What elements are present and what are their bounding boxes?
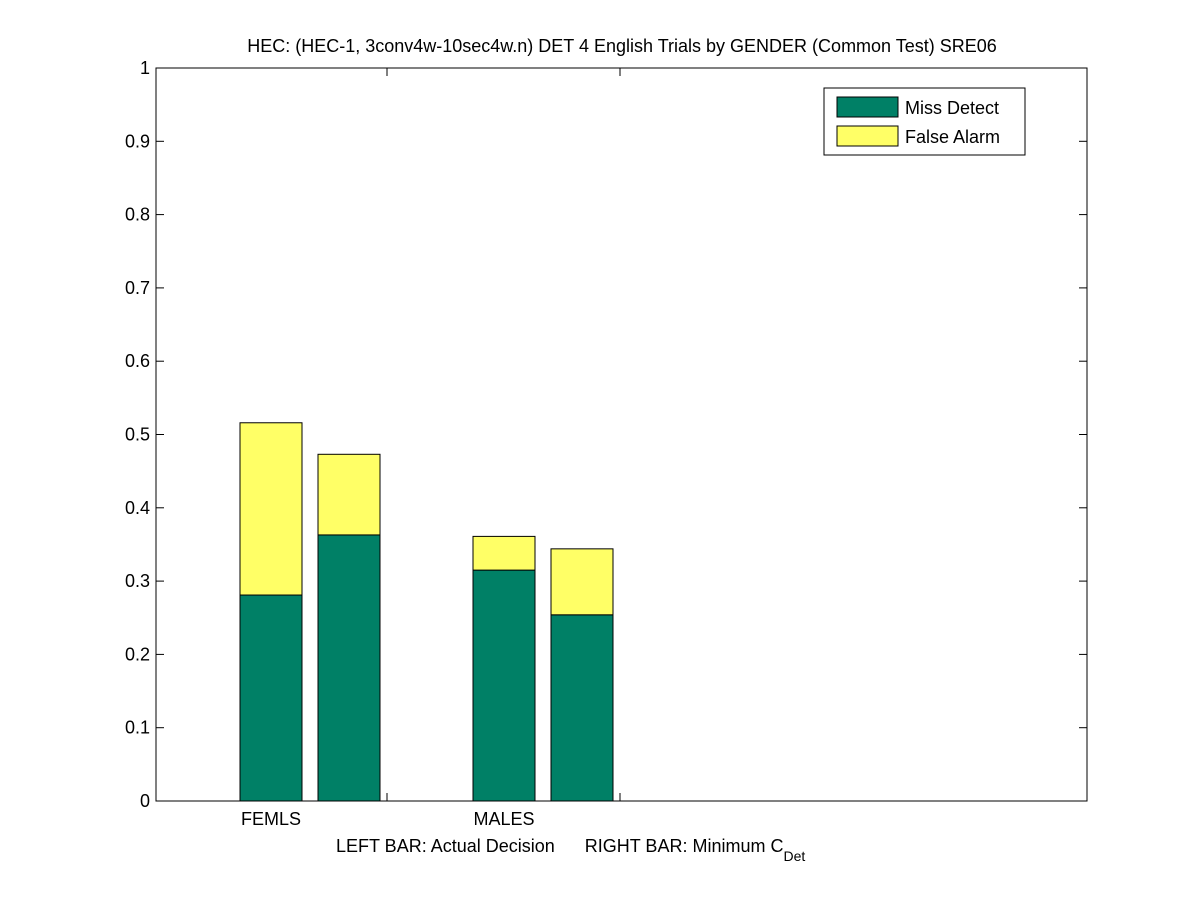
bar-femls-actual-false-alarm [239, 422, 303, 596]
x-tick-label: FEMLS [241, 809, 301, 829]
y-tick-label: 0.5 [125, 425, 150, 445]
bar-femls-minimum-false-alarm [317, 453, 381, 536]
x-label-subscript: Det [783, 848, 805, 864]
legend-label-false-alarm: False Alarm [905, 127, 1000, 147]
legend-swatch-false-alarm [836, 125, 899, 147]
chart-title: HEC: (HEC-1, 3conv4w-10sec4w.n) DET 4 En… [247, 36, 997, 56]
y-tick-label: 0.4 [125, 498, 150, 518]
y-tick-label: 0 [140, 791, 150, 811]
legend-swatch-miss-detect [836, 96, 899, 118]
y-tick-label: 0.8 [125, 205, 150, 225]
y-tick-label: 0.2 [125, 644, 150, 664]
y-tick-label: 0.3 [125, 571, 150, 591]
y-tick-label: 1 [140, 58, 150, 78]
y-tick-label: 0.9 [125, 131, 150, 151]
legend-label-miss-detect: Miss Detect [905, 98, 999, 118]
axes-box [155, 67, 1088, 802]
bar-males-actual-false-alarm [472, 535, 536, 571]
x-label-right-bar: RIGHT BAR: Minimum C [585, 836, 784, 856]
bar-males-minimum-miss [550, 614, 614, 802]
bar-males-actual-miss [472, 569, 536, 802]
x-tick-label: MALES [473, 809, 534, 829]
y-tick-label: 0.7 [125, 278, 150, 298]
plot-area: 0 0.1 0.2 0.3 0.4 0.5 0.6 0.7 0.8 0.9 1 FEMLS MALES [125, 58, 1088, 829]
bar-femls-minimum-miss [317, 534, 381, 802]
x-axis-label: LEFT BAR: Actual Decision RIGHT BAR: Mini… [336, 836, 805, 864]
bar-males-minimum-false-alarm [550, 548, 614, 616]
y-tick-label: 0.1 [125, 718, 150, 738]
x-label-left-bar: LEFT BAR: Actual Decision [336, 836, 555, 856]
legend: Miss Detect False Alarm [823, 87, 1026, 156]
bar-femls-actual-miss [239, 594, 303, 802]
y-tick-label: 0.6 [125, 351, 150, 371]
